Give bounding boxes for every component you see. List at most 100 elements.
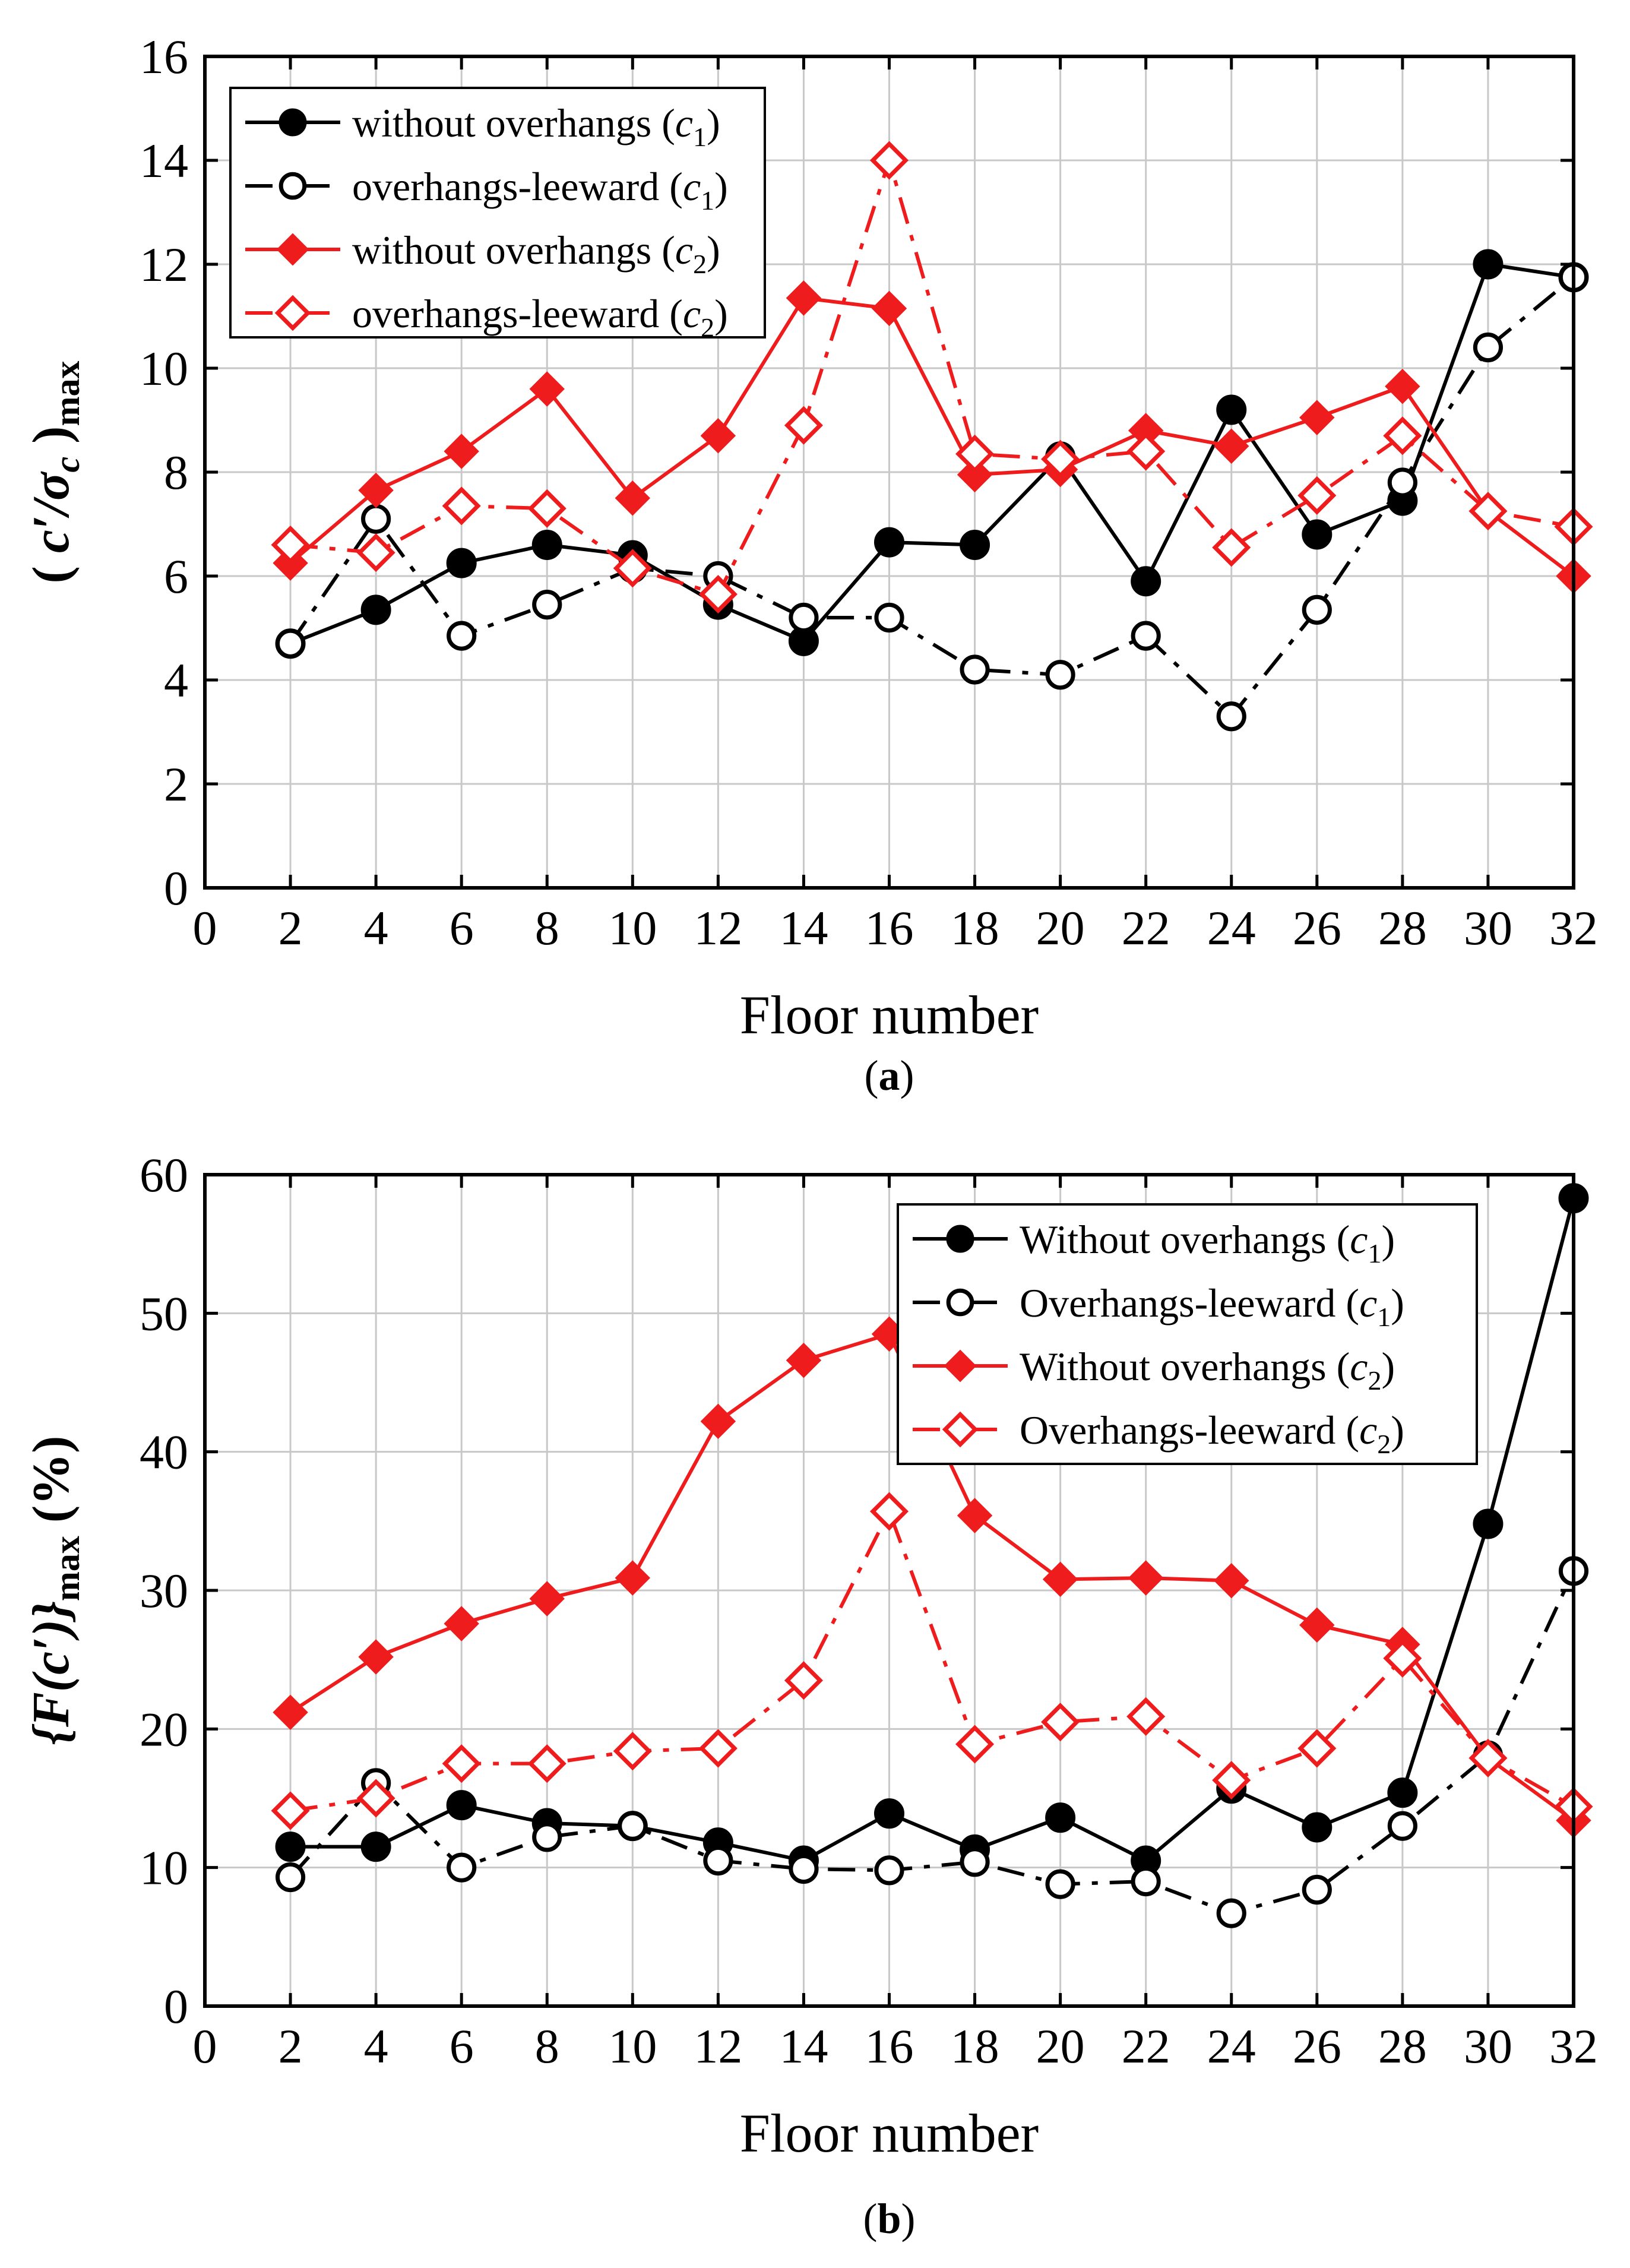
data-point-marker — [275, 1832, 306, 1862]
y-tick-label: 10 — [140, 341, 188, 396]
series-4 — [271, 1492, 1593, 1830]
y-tick-label: 6 — [164, 549, 188, 603]
series-line — [289, 1570, 1575, 1915]
data-point-marker — [358, 472, 394, 508]
x-tick-label: 2 — [278, 901, 303, 955]
data-point-marker — [444, 1606, 479, 1641]
data-point-marker — [278, 172, 307, 200]
series-line — [290, 1510, 1575, 1812]
data-point-marker — [529, 1581, 565, 1617]
data-point-marker — [1216, 394, 1247, 425]
series-4 — [271, 141, 1593, 614]
y-tick-label: 30 — [140, 1564, 188, 1618]
data-point-marker — [1383, 1638, 1422, 1678]
data-point-marker — [1473, 249, 1504, 280]
data-point-marker — [1299, 1607, 1335, 1643]
data-point-marker — [955, 1725, 995, 1764]
data-point-marker — [957, 457, 993, 493]
x-tick-label: 2 — [278, 2019, 303, 2073]
legend-label: without overhangs (c2) — [352, 227, 720, 279]
y-tick-label: 10 — [140, 1841, 188, 1895]
data-point-marker — [529, 371, 565, 407]
legend: Without overhangs (c1) Overhangs-leeward … — [897, 1203, 1478, 1465]
data-point-marker — [1387, 467, 1417, 498]
data-point-marker — [356, 1779, 395, 1818]
y-axis-title: {F(c′)}max (%) — [23, 1436, 87, 1745]
data-point-marker — [276, 233, 309, 266]
x-tick-label: 26 — [1293, 901, 1341, 955]
data-point-marker — [615, 1560, 651, 1596]
x-tick-label: 12 — [694, 901, 742, 955]
x-tick-label: 8 — [535, 2019, 559, 2073]
x-tick-label: 24 — [1207, 2019, 1256, 2073]
legend-item-3: without overhangs (c2) — [245, 227, 720, 279]
data-point-marker — [1302, 1812, 1333, 1843]
series-line — [289, 262, 1574, 646]
y-tick-label: 20 — [140, 1702, 188, 1756]
data-point-marker — [1473, 332, 1504, 363]
data-point-marker — [615, 480, 651, 516]
data-point-marker — [532, 590, 562, 620]
data-point-marker — [613, 549, 652, 588]
plot-frame — [203, 1173, 1575, 2008]
legend-item-1: Without overhangs (c1) — [913, 1217, 1395, 1269]
data-point-marker — [1214, 428, 1249, 464]
data-point-marker — [960, 1847, 990, 1877]
data-point-marker — [532, 1822, 562, 1852]
data-point-marker — [700, 1403, 736, 1440]
data-point-marker — [274, 295, 311, 331]
x-tick-label: 8 — [535, 901, 559, 955]
legend-label: Without overhangs (c2) — [1020, 1344, 1395, 1396]
x-tick-label: 6 — [450, 901, 474, 955]
data-point-marker — [356, 533, 395, 572]
data-point-marker — [527, 489, 566, 528]
x-tick-label: 16 — [865, 2019, 914, 2073]
x-tick-label: 16 — [865, 901, 914, 955]
data-point-marker — [955, 434, 995, 473]
data-point-marker — [789, 602, 819, 633]
legend-label: Overhangs-leeward (c2) — [1020, 1407, 1404, 1459]
chart-panel-b: 0 2 4 6 8 10 12 14 16 18 20 22 24 26 28 30 3201020304050… — [23, 1148, 1598, 2242]
chart-panel-a: 0 2 4 6 8 10 12 14 16 18 20 22 24 26 28 30 3202468101214… — [23, 30, 1598, 1099]
x-tick-label: 10 — [608, 2019, 657, 2073]
legend-label: Without overhangs (c1) — [1020, 1217, 1395, 1269]
series-2 — [275, 1556, 1589, 1928]
data-point-marker — [1297, 1729, 1337, 1768]
x-tick-label: 6 — [450, 2019, 474, 2073]
data-point-marker — [944, 1349, 977, 1383]
x-tick-label: 20 — [1036, 901, 1085, 955]
legend-label: without overhangs (c1) — [352, 100, 720, 152]
y-tick-label: 14 — [140, 134, 188, 188]
series-line — [289, 276, 1575, 719]
data-point-marker — [1302, 519, 1333, 550]
data-point-marker — [275, 1862, 306, 1893]
data-point-marker — [1302, 594, 1332, 625]
data-point-marker — [618, 1811, 648, 1841]
data-point-marker — [273, 1694, 308, 1731]
y-tick-label: 4 — [164, 653, 188, 707]
legend-item-2: Overhangs-leeward (c1) — [913, 1280, 1404, 1332]
data-point-marker — [1297, 476, 1337, 515]
data-point-marker — [275, 628, 306, 659]
data-point-marker — [874, 527, 904, 558]
data-point-marker — [786, 1342, 822, 1378]
y-tick-label: 12 — [140, 238, 188, 292]
data-point-marker — [869, 141, 909, 180]
data-point-marker — [444, 434, 479, 469]
x-tick-label: 22 — [1122, 901, 1170, 955]
x-tick-label: 28 — [1378, 901, 1427, 955]
data-point-marker — [698, 1729, 738, 1768]
data-point-marker — [360, 1832, 391, 1862]
data-point-marker — [874, 602, 904, 633]
x-tick-label: 30 — [1464, 2019, 1512, 2073]
data-point-marker — [361, 504, 391, 534]
x-axis-title: Floor number — [740, 2103, 1039, 2163]
data-point-marker — [703, 1845, 733, 1876]
x-tick-label: 20 — [1036, 2019, 1085, 2073]
data-point-marker — [1126, 432, 1166, 471]
data-point-marker — [789, 1853, 819, 1884]
data-point-marker — [1473, 1508, 1504, 1539]
data-point-marker — [960, 530, 990, 560]
legend: without overhangs (c1) overhangs-leeward … — [229, 87, 766, 343]
series-line — [290, 159, 1574, 596]
